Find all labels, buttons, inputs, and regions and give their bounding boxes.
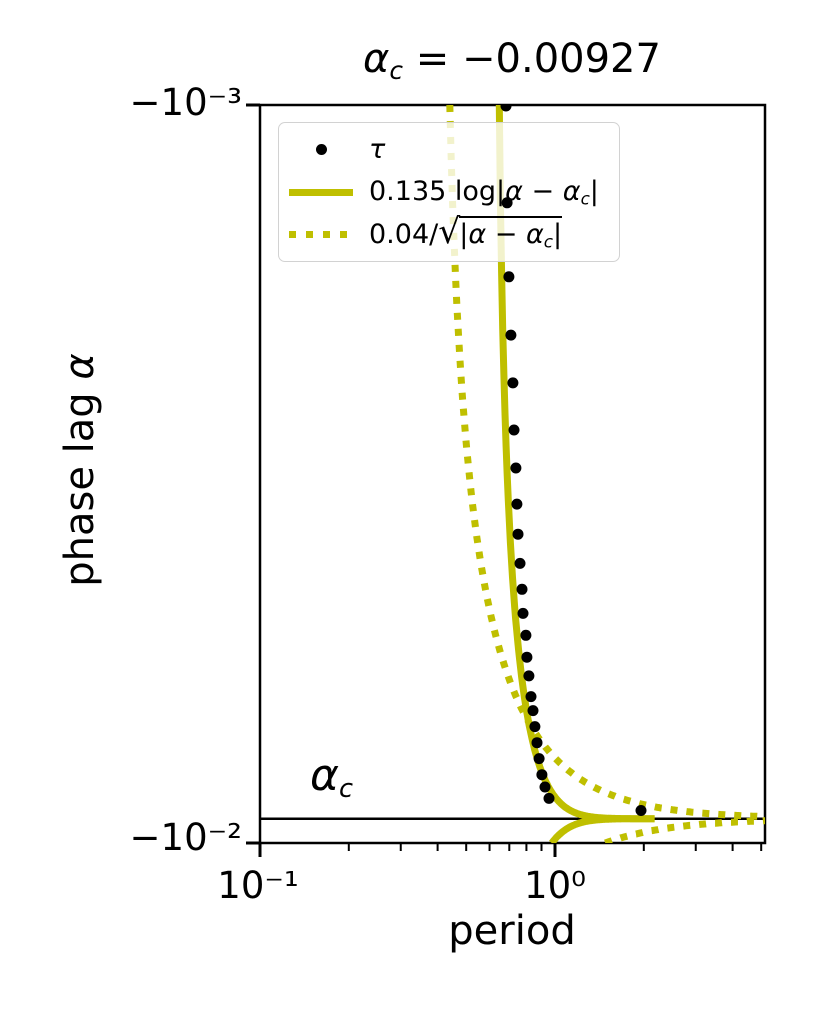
axis-ticks-group: [246, 103, 765, 857]
legend-sqrt-sub-c: c: [543, 232, 553, 253]
legend-sqrt-bar1: |: [459, 219, 469, 251]
annotation-alpha-symbol: α: [310, 750, 340, 801]
legend-log-alpha: α: [505, 175, 523, 207]
legend-label-sqrt-fit: 0.04/√|α − αc|: [369, 215, 563, 253]
solid-line-marker-icon: [289, 188, 353, 196]
legend-log-sub-c: c: [580, 188, 590, 209]
legend-entry-log-fit: 0.135 log|α − αc|: [289, 171, 609, 214]
legend-sqrt-bar2: |: [552, 219, 563, 251]
x-tick-label-0.1: 10⁻¹: [217, 864, 299, 907]
log-fit-curve-lower: [549, 815, 655, 843]
title-alpha-symbol: α: [363, 36, 390, 82]
legend-log-minus: −: [522, 175, 563, 207]
legend-marker-box: [289, 188, 353, 196]
x-tick-label-1: 10⁰: [524, 864, 586, 907]
legend-marker-box: [289, 143, 353, 155]
sqrt-fit-curve-lower: [604, 817, 765, 843]
legend-label-tau: τ: [369, 133, 386, 165]
legend-sqrt-alpha-c: α: [525, 219, 544, 251]
annotation-subscript: c: [339, 774, 354, 805]
x-axis-label: period: [448, 908, 576, 954]
legend-sqrt-radicand: |α − αc|: [459, 216, 563, 253]
legend-marker-box: [289, 231, 353, 239]
y-tick-label-bottom: −10⁻²: [129, 816, 242, 859]
alpha-c-annotation: αc: [310, 750, 353, 804]
legend-log-bar: |: [589, 175, 599, 207]
dotted-line-marker-icon: [289, 231, 353, 239]
legend-log-text: 0.135 log|: [369, 175, 506, 207]
legend-log-alpha-c: α: [562, 175, 581, 207]
y-label-alpha-symbol: α: [57, 353, 103, 380]
legend-entry-sqrt-fit: 0.04/√|α − αc|: [289, 213, 609, 256]
chart-title: αc = −0.00927: [363, 36, 661, 85]
legend-label-log-fit: 0.135 log|α − αc|: [369, 176, 599, 209]
legend-entry-tau: τ: [289, 128, 609, 171]
y-axis-label: phase lag α: [57, 353, 103, 587]
legend-sqrt-minus: −: [486, 219, 526, 251]
legend-sqrt-coeff: 0.04/: [369, 219, 439, 251]
tau-dot-marker-icon: [315, 143, 327, 155]
legend-sqrt-alpha: α: [468, 219, 487, 251]
plot-frame: [258, 103, 767, 845]
sqrt-radical-icon: √: [438, 212, 461, 253]
legend: τ 0.135 log|α − αc| 0.04/√|α − αc|: [278, 122, 620, 262]
y-tick-label-top: −10⁻³: [129, 81, 242, 124]
title-value: = −0.00927: [403, 36, 661, 82]
title-alpha-subscript: c: [389, 55, 404, 85]
y-label-text: phase lag: [57, 379, 103, 587]
